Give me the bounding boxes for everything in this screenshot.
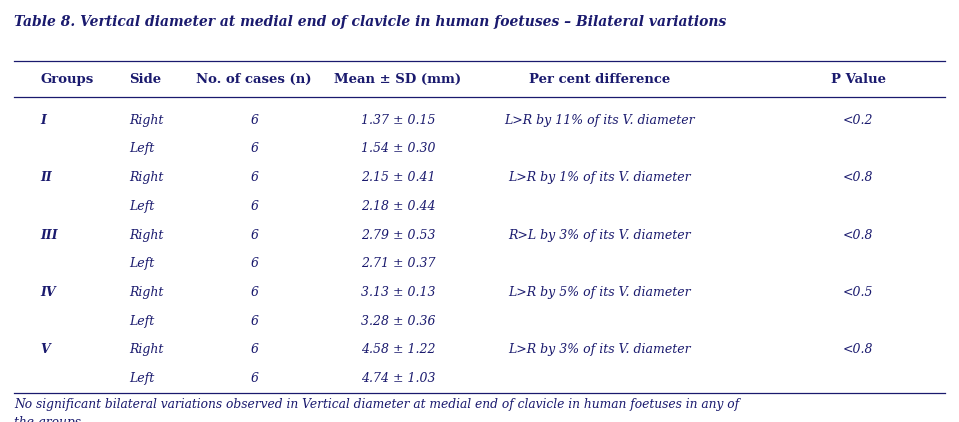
Text: Right: Right: [129, 171, 164, 184]
Text: L>R by 5% of its V. diameter: L>R by 5% of its V. diameter: [508, 286, 690, 299]
Text: 1.37 ± 0.15: 1.37 ± 0.15: [361, 114, 435, 127]
Text: L>R by 11% of its V. diameter: L>R by 11% of its V. diameter: [504, 114, 694, 127]
Text: 2.71 ± 0.37: 2.71 ± 0.37: [361, 257, 435, 270]
Text: 6: 6: [250, 344, 258, 356]
Text: Left: Left: [129, 200, 154, 213]
Text: 2.18 ± 0.44: 2.18 ± 0.44: [361, 200, 435, 213]
Text: Left: Left: [129, 257, 154, 270]
Text: 6: 6: [250, 200, 258, 213]
Text: Right: Right: [129, 286, 164, 299]
Text: Left: Left: [129, 143, 154, 155]
Text: Table 8. Vertical diameter at medial end of clavicle in human foetuses – Bilater: Table 8. Vertical diameter at medial end…: [14, 15, 727, 29]
Text: 6: 6: [250, 171, 258, 184]
Text: Right: Right: [129, 344, 164, 356]
Text: V: V: [40, 344, 50, 356]
Text: R>L by 3% of its V. diameter: R>L by 3% of its V. diameter: [508, 229, 690, 241]
Text: Per cent difference: Per cent difference: [528, 73, 670, 86]
Text: 1.54 ± 0.30: 1.54 ± 0.30: [361, 143, 435, 155]
Text: 6: 6: [250, 229, 258, 241]
Text: 3.13 ± 0.13: 3.13 ± 0.13: [361, 286, 435, 299]
Text: Right: Right: [129, 114, 164, 127]
Text: L>R by 1% of its V. diameter: L>R by 1% of its V. diameter: [508, 171, 690, 184]
Text: I: I: [40, 114, 46, 127]
Text: <0.2: <0.2: [843, 114, 874, 127]
Text: No. of cases (n): No. of cases (n): [197, 73, 312, 86]
Text: 3.28 ± 0.36: 3.28 ± 0.36: [361, 315, 435, 327]
Text: 6: 6: [250, 372, 258, 385]
Text: 6: 6: [250, 143, 258, 155]
Text: Right: Right: [129, 229, 164, 241]
Text: II: II: [40, 171, 52, 184]
Text: 4.58 ± 1.22: 4.58 ± 1.22: [361, 344, 435, 356]
Text: 6: 6: [250, 114, 258, 127]
Text: <0.8: <0.8: [843, 229, 874, 241]
Text: Groups: Groups: [40, 73, 94, 86]
Text: 6: 6: [250, 315, 258, 327]
Text: III: III: [40, 229, 58, 241]
Text: IV: IV: [40, 286, 56, 299]
Text: <0.8: <0.8: [843, 344, 874, 356]
Text: 6: 6: [250, 257, 258, 270]
Text: Left: Left: [129, 372, 154, 385]
Text: <0.8: <0.8: [843, 171, 874, 184]
Text: Side: Side: [129, 73, 161, 86]
Text: P Value: P Value: [830, 73, 886, 86]
Text: 2.79 ± 0.53: 2.79 ± 0.53: [361, 229, 435, 241]
Text: Left: Left: [129, 315, 154, 327]
Text: 2.15 ± 0.41: 2.15 ± 0.41: [361, 171, 435, 184]
Text: No significant bilateral variations observed in Vertical diameter at medial end : No significant bilateral variations obse…: [14, 398, 739, 422]
Text: L>R by 3% of its V. diameter: L>R by 3% of its V. diameter: [508, 344, 690, 356]
Text: <0.5: <0.5: [843, 286, 874, 299]
Text: 6: 6: [250, 286, 258, 299]
Text: Mean ± SD (mm): Mean ± SD (mm): [335, 73, 461, 86]
Text: 4.74 ± 1.03: 4.74 ± 1.03: [361, 372, 435, 385]
